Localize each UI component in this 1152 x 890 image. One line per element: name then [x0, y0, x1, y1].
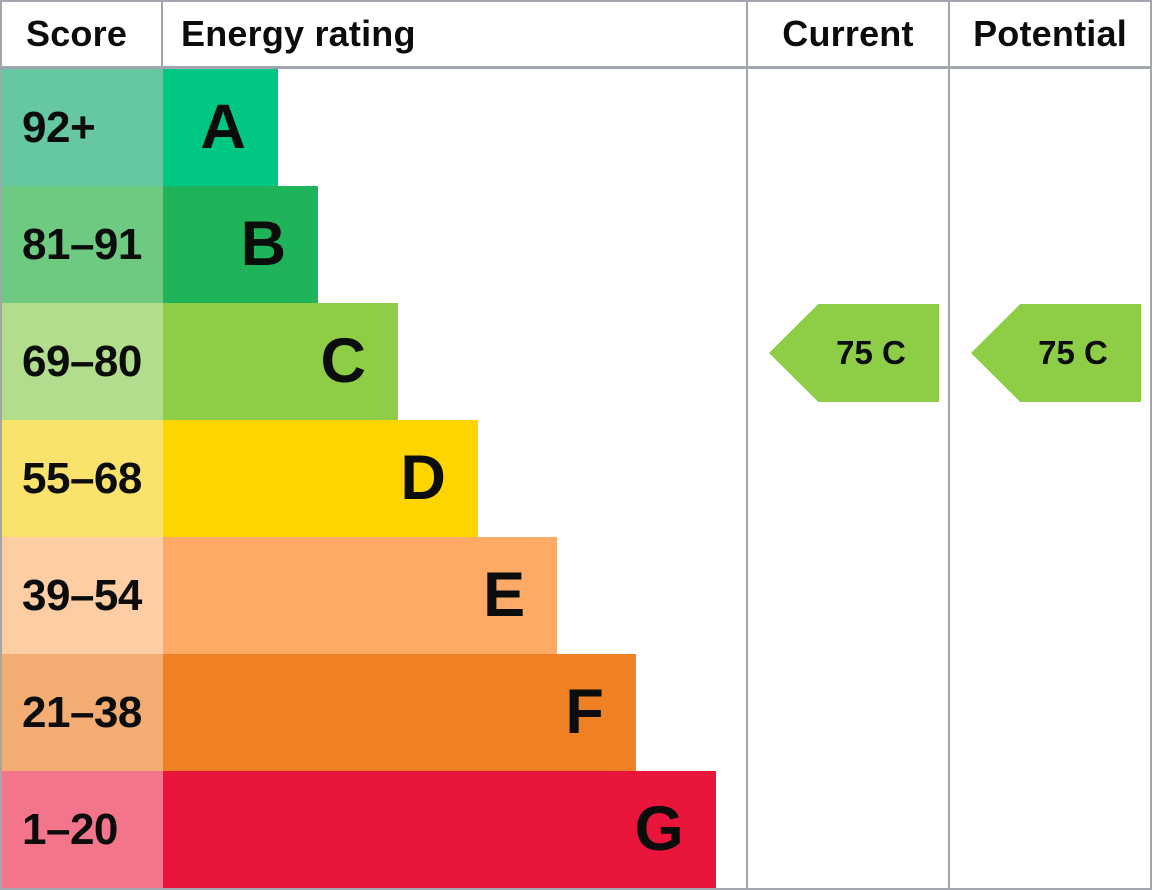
score-range-cell-e: 39–54	[2, 537, 163, 654]
energy-band-row-g: G	[163, 771, 746, 888]
energy-band-bar-a: A	[163, 69, 278, 186]
energy-band-bar-g: G	[163, 771, 716, 888]
energy-band-row-d: D	[163, 420, 746, 537]
score-range-cell-g: 1–20	[2, 771, 163, 888]
band-letter: D	[400, 443, 446, 513]
energy-band-row-a: A	[163, 69, 746, 186]
potential-rating-value: 75 C	[1038, 334, 1108, 371]
current-column-header: Current	[748, 2, 950, 66]
band-letter: C	[320, 326, 366, 396]
score-column-header: Score	[2, 2, 163, 66]
band-letter: A	[200, 92, 246, 162]
score-column: 92+ 81–91 69–80 55–68 39–54 21–38 1–20	[2, 69, 163, 888]
energy-rating-column-header: Energy rating	[163, 2, 748, 66]
current-rating-value: 75 C	[836, 334, 906, 371]
score-range-label: 69–80	[22, 336, 142, 386]
energy-rating-column: A B C D E F G	[163, 69, 748, 888]
epc-header-row: Score Energy rating Current Potential	[2, 2, 1150, 69]
score-range-cell-d: 55–68	[2, 420, 163, 537]
epc-body: 92+ 81–91 69–80 55–68 39–54 21–38 1–20 A…	[2, 69, 1150, 888]
score-range-label: 1–20	[22, 804, 118, 854]
energy-band-bar-d: D	[163, 420, 478, 537]
energy-band-row-f: F	[163, 654, 746, 771]
score-range-cell-b: 81–91	[2, 186, 163, 303]
current-rating-arrow: 75 C	[769, 304, 939, 402]
score-range-label: 55–68	[22, 453, 142, 503]
energy-band-bar-b: B	[163, 186, 319, 303]
energy-band-bar-c: C	[163, 303, 398, 420]
band-letter: B	[240, 209, 287, 279]
score-range-cell-c: 69–80	[2, 303, 163, 420]
score-range-label: 92+	[22, 102, 96, 152]
score-range-cell-a: 92+	[2, 69, 163, 186]
band-letter: F	[565, 677, 604, 747]
score-range-label: 81–91	[22, 219, 142, 269]
band-letter: E	[483, 560, 526, 630]
potential-column-header: Potential	[973, 13, 1127, 54]
energy-band-row-c: C	[163, 303, 746, 420]
score-range-label: 39–54	[22, 570, 142, 620]
potential-rating-arrow: 75 C	[971, 304, 1141, 402]
band-letter: G	[634, 794, 684, 864]
potential-column: 75 C	[950, 69, 1150, 888]
energy-band-row-b: B	[163, 186, 746, 303]
energy-band-bar-e: E	[163, 537, 558, 654]
current-column: 75 C	[748, 69, 950, 888]
energy-band-row-e: E	[163, 537, 746, 654]
score-range-cell-f: 21–38	[2, 654, 163, 771]
score-range-label: 21–38	[22, 687, 142, 737]
energy-band-bar-f: F	[163, 654, 636, 771]
